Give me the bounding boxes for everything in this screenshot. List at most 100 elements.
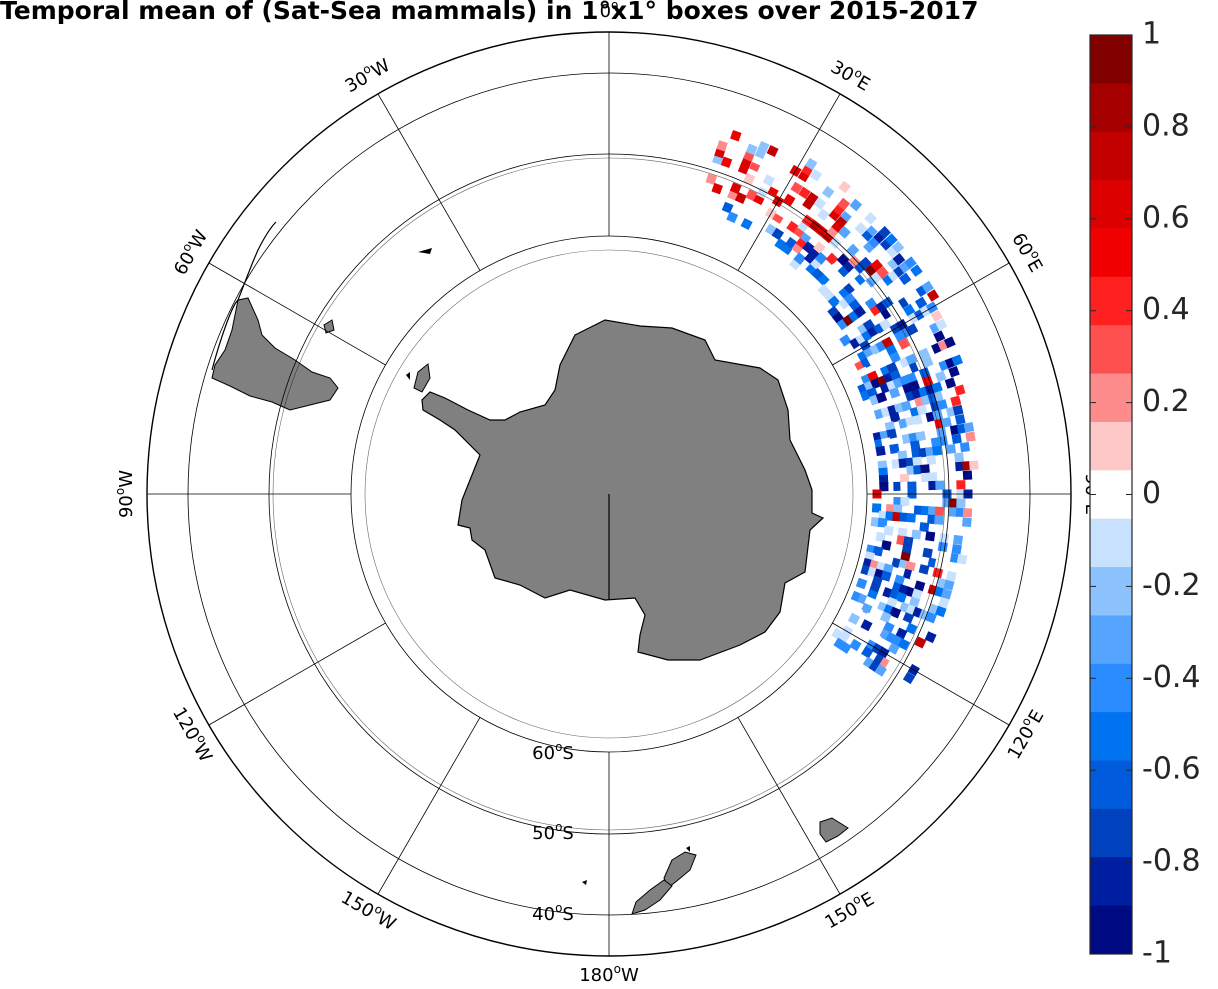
data-cell (905, 372, 918, 384)
data-cell (958, 373, 970, 385)
data-cell (908, 380, 921, 392)
data-cell (938, 597, 950, 609)
data-cell (937, 435, 948, 447)
data-cell (921, 356, 934, 368)
data-cell (940, 388, 953, 400)
meridian-label-60E: 60oE (1007, 228, 1049, 276)
data-cell (879, 318, 892, 331)
latitude-circle (272, 157, 946, 831)
data-cell (956, 480, 966, 490)
data-cell (705, 173, 717, 185)
data-cell (837, 197, 851, 211)
colorbar-tick-label: -1 (1142, 936, 1172, 971)
data-cell (935, 480, 945, 490)
data-cell (943, 579, 955, 591)
data-cell (847, 612, 861, 625)
data-cell (825, 252, 839, 266)
data-cell (951, 543, 962, 555)
data-cell (864, 212, 877, 225)
data-cell (920, 505, 931, 516)
data-cell (886, 428, 898, 440)
colorbar-tick-label: 0.6 (1142, 200, 1190, 235)
data-cell (876, 266, 889, 279)
data-cell (900, 551, 911, 563)
meridian-label-120E: 120oE (1001, 705, 1049, 763)
meridian-line (832, 622, 1010, 726)
data-cell (900, 400, 912, 412)
colorbar-tick-label: 0.2 (1142, 384, 1190, 419)
colorbar-tick-label: -0.6 (1142, 752, 1201, 787)
colorbar-tick-label: 1 (1142, 17, 1161, 52)
data-cell (855, 577, 868, 590)
data-cell (766, 145, 779, 157)
data-cell (925, 611, 937, 624)
data-cell (954, 414, 966, 425)
data-cell (770, 178, 784, 191)
data-cell (826, 263, 840, 277)
data-cell (859, 256, 872, 270)
colorbar-swatch (1090, 857, 1132, 907)
colorbar: 1 0.8 0.6 0.4 0.2 0 -0.2 -0.4 -0.6 -0.8 -1 (1089, 17, 1201, 971)
meridian-label-150W: 150oW (337, 884, 401, 935)
data-cell (839, 641, 852, 654)
data-cell (861, 646, 874, 659)
data-cell (937, 541, 948, 553)
data-cell (907, 481, 917, 491)
data-cell (952, 404, 964, 416)
data-cell (813, 241, 826, 254)
colorbar-swatch (1090, 228, 1132, 278)
data-cell (734, 192, 747, 204)
meridian-line (208, 622, 386, 726)
data-cell (853, 305, 867, 319)
data-cell (814, 252, 828, 265)
data-cell (898, 272, 912, 286)
data-cell (783, 193, 796, 206)
colorbar-swatch (1090, 83, 1132, 133)
colorbar-swatch (1090, 518, 1132, 568)
meridian-line (208, 262, 386, 366)
data-cells (705, 130, 979, 685)
data-cell (726, 211, 739, 224)
data-cell (922, 547, 933, 559)
meridian-line (737, 93, 841, 271)
data-cell (888, 387, 901, 399)
latitude-label-50S: 50oS (532, 820, 574, 845)
data-cell (969, 460, 979, 471)
australia-landmass (819, 817, 849, 843)
data-cell (961, 526, 971, 537)
antarctica-landmass (421, 319, 825, 661)
colorbar-swatch (1090, 712, 1132, 761)
data-cell (775, 149, 788, 162)
data-cell (930, 309, 943, 323)
data-cell (963, 422, 975, 433)
data-cell (954, 452, 965, 463)
colorbar-swatch (1090, 470, 1132, 520)
colorbar-swatch (1090, 760, 1132, 810)
data-cell (924, 631, 937, 644)
data-cell (959, 442, 970, 453)
south-america-coastline (211, 221, 277, 371)
data-cell (962, 470, 973, 480)
data-cell (805, 157, 818, 171)
data-cell (900, 481, 910, 491)
data-cell (906, 512, 916, 523)
data-cell (906, 424, 918, 435)
data-cell (956, 554, 968, 565)
data-cell (911, 414, 923, 426)
data-cell (910, 264, 923, 277)
data-cell (950, 395, 962, 407)
data-cell (849, 638, 862, 652)
colorbar-swatch (1090, 35, 1132, 84)
data-cell (877, 517, 888, 528)
data-cell (806, 191, 819, 205)
data-cell (906, 505, 917, 515)
data-cell (875, 391, 888, 404)
data-cell (849, 198, 863, 212)
colorbar-tick-label: 0 (1142, 476, 1161, 511)
data-cell (935, 370, 947, 383)
data-cell (739, 133, 752, 146)
data-cell (866, 353, 879, 366)
data-cell (839, 334, 852, 347)
data-cell (908, 596, 921, 608)
data-cell (945, 570, 957, 582)
